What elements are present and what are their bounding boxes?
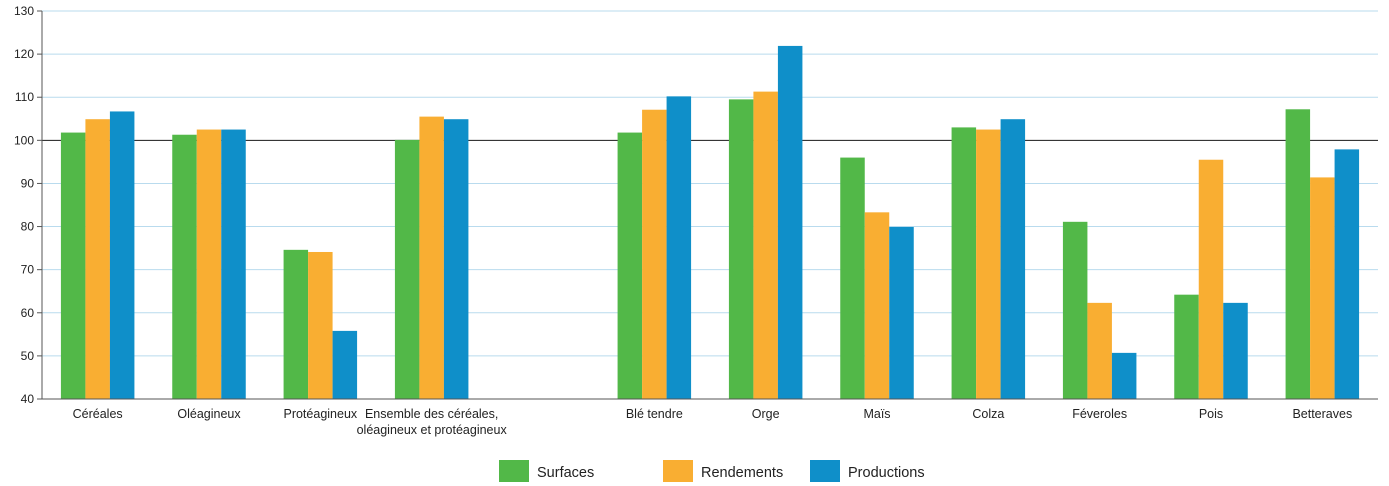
legend: Surfaces Rendements Productions	[499, 460, 925, 482]
legend-swatch-rendements	[663, 460, 693, 482]
x-category-label: Céréales	[73, 407, 123, 421]
bar-productions-11	[1334, 149, 1360, 399]
legend-label-productions: Productions	[848, 465, 925, 481]
bar-rendements-0	[85, 119, 110, 399]
bar-surfaces-9	[1062, 221, 1088, 399]
legend-label-rendements: Rendements	[701, 465, 783, 481]
bar-rendements-9	[1087, 302, 1112, 399]
bar-productions-10	[1223, 302, 1248, 399]
bar-rendements-1	[196, 129, 222, 400]
y-tick-label: 90	[21, 176, 35, 190]
y-tick-label: 60	[21, 306, 35, 320]
y-axis-ticks: 40 50 60 70 80 90 100 110 120 130	[14, 4, 42, 406]
x-category-label: Ensemble des céréales,	[365, 407, 498, 421]
bar-rendements-11	[1310, 177, 1335, 399]
bar-surfaces-8	[951, 127, 977, 400]
y-tick-label: 50	[21, 349, 35, 363]
bar-productions-8	[1000, 119, 1026, 399]
bar-productions-5	[666, 96, 692, 400]
bar-surfaces-7	[840, 157, 865, 399]
bar-productions-6	[777, 45, 803, 400]
bar-productions-2	[332, 330, 358, 399]
bar-productions-7	[889, 226, 914, 399]
bar-rendements-5	[642, 109, 667, 400]
y-tick-label: 130	[14, 4, 34, 18]
bar-rendements-6	[753, 91, 778, 400]
y-tick-label: 120	[14, 47, 34, 61]
bar-rendements-8	[976, 129, 1001, 400]
bar-rendements-2	[308, 251, 333, 399]
y-tick-label: 110	[15, 90, 34, 104]
x-category-label: Colza	[972, 407, 1004, 421]
bar-surfaces-11	[1285, 109, 1311, 399]
x-category-label: Betteraves	[1292, 407, 1352, 421]
x-category-label: oléagineux et protéagineux	[357, 423, 508, 437]
bar-rendements-10	[1198, 159, 1224, 399]
bar-surfaces-2	[283, 249, 309, 399]
axes	[41, 11, 1378, 400]
x-category-label: Féveroles	[1072, 407, 1127, 421]
bars	[60, 45, 1360, 400]
bar-surfaces-3	[394, 139, 420, 399]
bar-productions-3	[443, 119, 469, 399]
x-category-label: Orge	[752, 407, 780, 421]
bar-surfaces-5	[617, 132, 643, 399]
y-tick-label: 80	[21, 220, 35, 234]
legend-swatch-surfaces	[499, 460, 529, 482]
legend-label-surfaces: Surfaces	[537, 465, 594, 481]
bar-surfaces-6	[728, 99, 754, 399]
bar-rendements-7	[864, 212, 890, 399]
x-axis-labels: Céréales Oléagineux Protéagineux Ensemble d…	[73, 407, 1353, 437]
x-category-label: Maïs	[863, 407, 890, 421]
bar-productions-1	[221, 129, 246, 400]
bar-productions-9	[1111, 352, 1137, 399]
bar-surfaces-10	[1174, 294, 1199, 399]
y-tick-label: 40	[21, 392, 35, 406]
gridlines	[42, 10, 1378, 357]
bar-surfaces-0	[60, 132, 86, 399]
bar-productions-0	[109, 111, 135, 400]
x-category-label: Pois	[1199, 407, 1223, 421]
x-category-label: Blé tendre	[626, 407, 683, 421]
legend-swatch-productions	[810, 460, 840, 482]
y-tick-label: 100	[14, 133, 34, 147]
bar-surfaces-1	[172, 134, 197, 399]
bar-rendements-3	[419, 116, 444, 399]
x-category-label: Protéagineux	[283, 407, 357, 421]
x-category-label: Oléagineux	[177, 407, 241, 421]
y-tick-label: 70	[21, 263, 35, 277]
